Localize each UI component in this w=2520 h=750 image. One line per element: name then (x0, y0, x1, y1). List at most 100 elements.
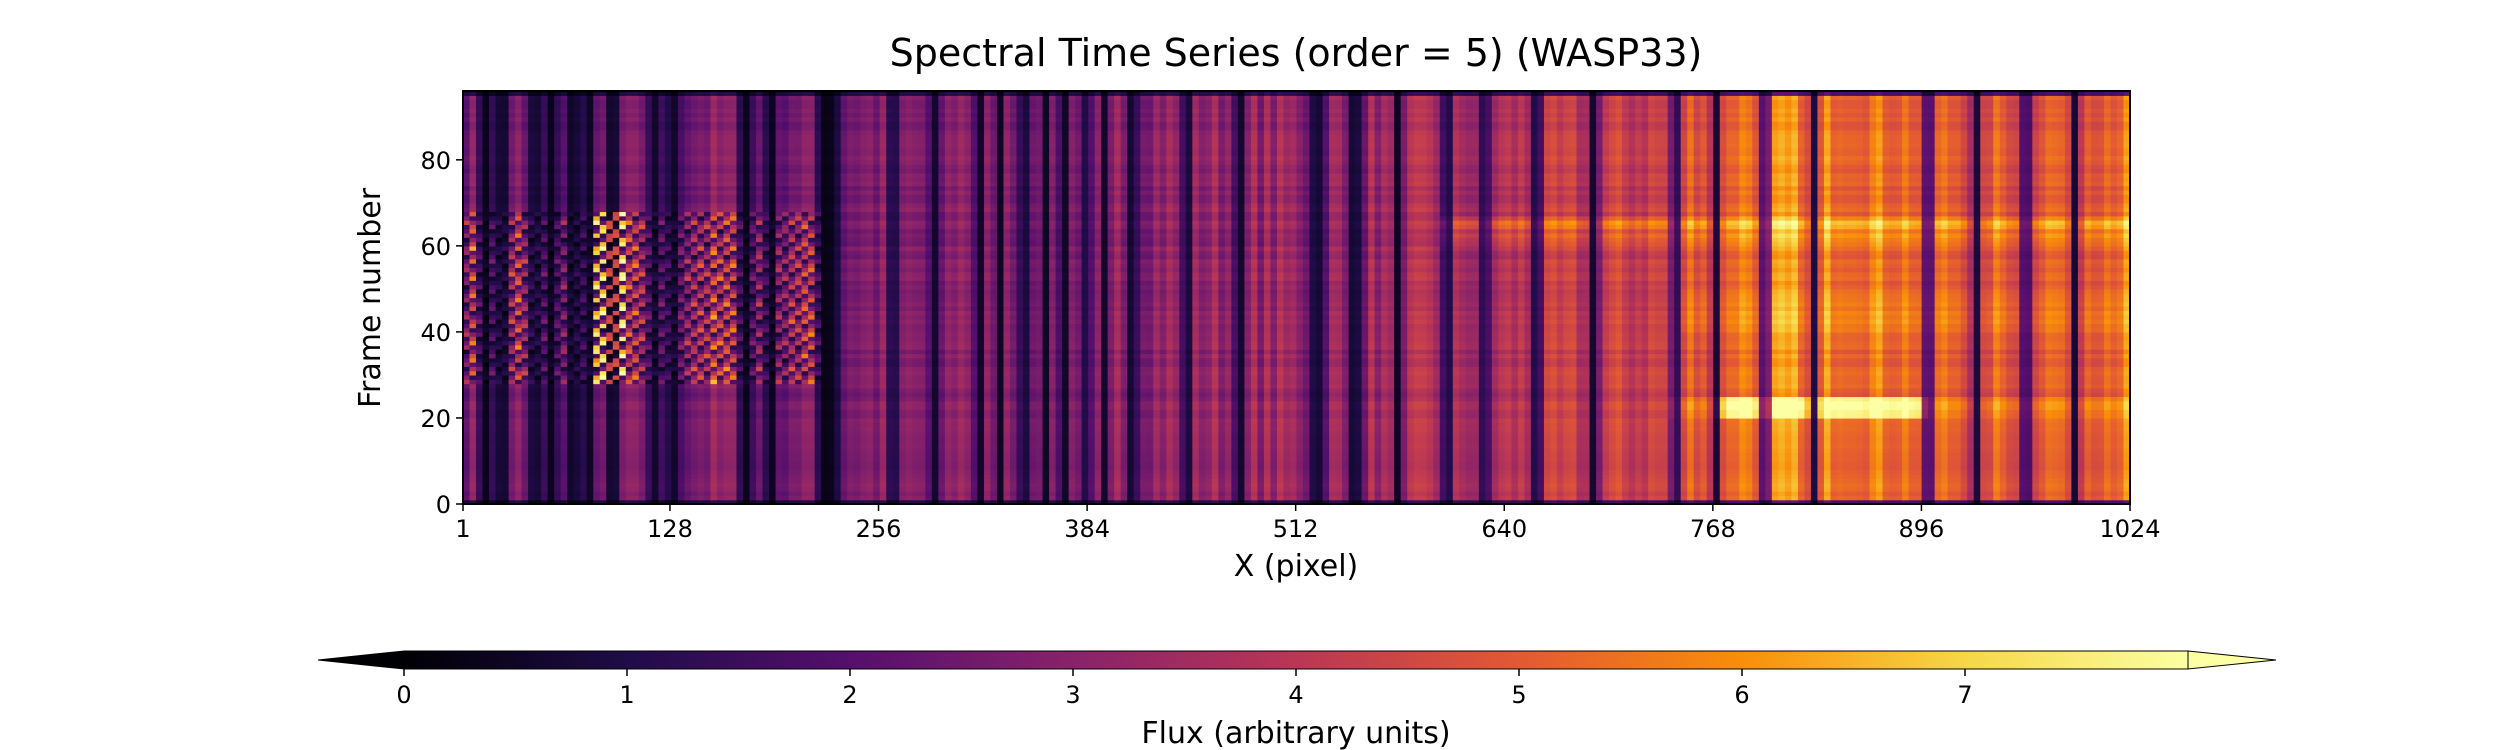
heatmap-cell (1784, 448, 1792, 453)
heatmap-cell (1797, 495, 1806, 501)
heatmap-cell (2103, 430, 2112, 436)
heatmap-cell (1166, 452, 1174, 458)
heatmap-cell (827, 443, 835, 449)
heatmap-cell (729, 448, 738, 453)
heatmap-cell (651, 452, 659, 458)
heatmap-cell (554, 499, 562, 504)
heatmap-cell (951, 465, 959, 471)
heatmap-cell (612, 460, 620, 466)
heatmap-cell (951, 495, 959, 501)
heatmap-cell (1680, 452, 1688, 458)
heatmap-cell (938, 499, 946, 504)
heatmap-cell (469, 495, 477, 501)
heatmap-cell (710, 422, 718, 428)
heatmap-cell (2097, 460, 2105, 466)
heatmap-cell (1094, 448, 1102, 453)
heatmap-cell (1270, 417, 1278, 423)
heatmap-cell (996, 452, 1005, 458)
heatmap-cell (1745, 456, 1753, 462)
heatmap-cell (1192, 430, 1200, 436)
heatmap-cell (1042, 448, 1050, 453)
heatmap-cell (1088, 491, 1096, 496)
heatmap-cell (677, 430, 685, 436)
heatmap-cell (1088, 439, 1096, 445)
heatmap-cell (1869, 499, 1877, 504)
heatmap-cell (1237, 499, 1245, 504)
heatmap-cell (1719, 473, 1727, 479)
heatmap-cell (1524, 495, 1532, 501)
heatmap-cell (1257, 456, 1265, 462)
heatmap-cell (749, 435, 757, 441)
heatmap-cell (716, 491, 725, 496)
heatmap-cell (528, 473, 536, 479)
heatmap-cell (1999, 482, 2007, 488)
heatmap-cell (1609, 435, 1617, 441)
heatmap-cell (899, 491, 907, 496)
heatmap-cell (528, 443, 536, 449)
heatmap-cell (1172, 478, 1180, 484)
heatmap-cell (1478, 435, 1486, 441)
heatmap-cell (1172, 486, 1180, 492)
heatmap-cell (690, 448, 699, 453)
heatmap-cell (710, 473, 718, 479)
heatmap-cell (1381, 499, 1389, 504)
heatmap-cell (645, 435, 653, 441)
heatmap-cell (580, 499, 588, 504)
heatmap-cell (664, 426, 672, 432)
heatmap-cell (1478, 473, 1486, 479)
heatmap-cell (1250, 417, 1259, 423)
heatmap-cell (951, 460, 959, 466)
heatmap-cell (1342, 478, 1350, 484)
heatmap-cell (658, 495, 666, 501)
heatmap-cell (619, 448, 627, 453)
heatmap-cell (703, 460, 712, 466)
heatmap-cell (1407, 426, 1415, 432)
heatmap-cell (1889, 443, 1897, 449)
heatmap-cell (1745, 482, 1753, 488)
heatmap-cell (1954, 426, 1962, 432)
heatmap-cell (651, 426, 659, 432)
heatmap-cell (1895, 439, 1903, 445)
heatmap-cell (1726, 426, 1734, 432)
heatmap-cell (1537, 465, 1545, 471)
heatmap-cell (866, 460, 874, 466)
heatmap-cell (1771, 491, 1779, 496)
heatmap-cell (1791, 452, 1799, 458)
heatmap-cell (1348, 426, 1356, 432)
heatmap-cell (1537, 491, 1545, 496)
heatmap-cell (743, 482, 751, 488)
heatmap-cell (2045, 499, 2053, 504)
heatmap-cell (801, 426, 809, 432)
heatmap-cell (782, 460, 790, 466)
heatmap-cell (2058, 469, 2066, 475)
heatmap-cell (1452, 473, 1460, 479)
heatmap-cell (1674, 443, 1682, 449)
heatmap-cell (2038, 465, 2046, 471)
heatmap-cell (547, 465, 555, 471)
heatmap-cell (801, 486, 809, 492)
heatmap-cell (2032, 495, 2040, 501)
heatmap-cell (1596, 473, 1604, 479)
heatmap-cell (547, 456, 555, 462)
heatmap-cell (1771, 448, 1779, 453)
heatmap-cell (1654, 482, 1662, 488)
heatmap-cell (749, 422, 757, 428)
heatmap-cell (1426, 469, 1434, 475)
heatmap-cell (736, 426, 744, 432)
heatmap-cell (951, 473, 959, 479)
heatmap-cell (795, 460, 803, 466)
heatmap-cell (2006, 482, 2014, 488)
heatmap-cell (1374, 448, 1382, 453)
heatmap-cell (1863, 465, 1871, 471)
heatmap-cell (1771, 460, 1779, 466)
heatmap-cell (567, 426, 575, 432)
heatmap-cell (1980, 478, 1988, 484)
heatmap-cell (1667, 491, 1675, 496)
heatmap-cell (645, 456, 653, 462)
heatmap-cell (1674, 482, 1682, 488)
heatmap-cell (1641, 460, 1649, 466)
heatmap-cell (808, 443, 816, 449)
heatmap-cell (1954, 443, 1962, 449)
heatmap-cell (1589, 465, 1597, 471)
heatmap-cell (599, 486, 607, 492)
